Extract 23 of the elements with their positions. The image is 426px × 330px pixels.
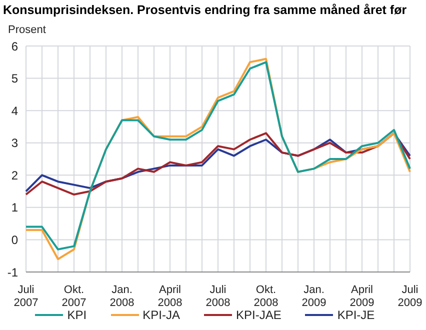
x-tick-label: Jan. 2008 [110,284,134,309]
y-tick-label: 6 [11,39,18,54]
legend-label: KPI [67,308,87,322]
x-tick-label: Okt. 2008 [254,284,278,309]
x-tick-label: Juli 2007 [14,284,38,309]
y-tick-label: 0 [11,232,18,247]
y-tick-label: -1 [7,265,18,280]
y-axis-title: Prosent [8,24,46,36]
y-tick-label: 1 [11,200,18,215]
legend-label: KPI-JAE [236,308,282,322]
legend-label: KPI-JA [142,308,180,322]
x-tick-label: Okt. 2007 [62,284,86,309]
chart-title: Konsumprisindeksen. Prosentvis endring fra samme måned året før [3,3,407,17]
y-tick-label: 5 [11,72,18,86]
y-tick-label: 4 [11,104,18,118]
x-tick-label: April 2008 [158,284,182,309]
y-tick-label: 3 [11,136,18,150]
x-tick-label: Juli 2008 [206,284,230,309]
x-tick-label: Jan. 2009 [302,284,326,309]
x-tick-label: April 2009 [350,284,374,309]
x-tick-label: Juli 2009 [398,284,422,309]
legend-label: KPI-JE [337,308,375,322]
y-tick-label: 2 [11,168,18,182]
